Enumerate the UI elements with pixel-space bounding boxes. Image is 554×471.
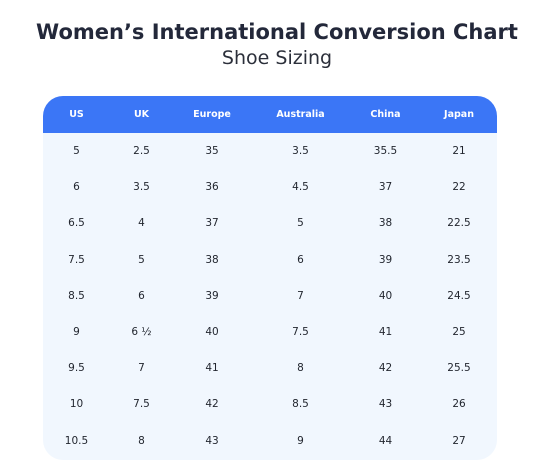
cell-uk: 7.5 [133,398,150,411]
cell-us: 6.5 [68,217,85,230]
cell-europe: 37 [205,217,219,230]
table-row: 5 2.5 35 3.5 35.5 21 [43,133,497,169]
cell-us: 7.5 [68,253,85,266]
cell-uk: 8 [138,434,145,447]
cell-us: 9 [73,326,80,339]
header-uk: UK [133,109,150,120]
cell-australia: 9 [297,434,304,447]
cell-china: 37 [378,181,393,194]
cell-us: 8.5 [68,289,85,302]
cell-japan: 22 [452,181,466,194]
table-row: 7.5 5 38 6 39 23.5 [43,242,497,278]
cell-australia: 4.5 [292,181,309,194]
cell-australia: 7.5 [292,326,309,339]
page-subtitle: Shoe Sizing [221,47,333,69]
cell-japan: 24.5 [447,289,471,302]
cell-europe: 38 [205,253,219,266]
cell-europe: 36 [205,181,219,194]
cell-china: 39 [378,253,393,266]
cell-australia: 8 [297,362,304,375]
table-row: 9 6 ½ 40 7.5 41 25 [43,314,497,350]
cell-us: 5 [73,145,80,158]
cell-uk: 2.5 [133,145,150,158]
header-us: US [69,109,84,120]
cell-uk: 6 [138,289,145,302]
cell-japan: 23.5 [447,253,471,266]
conversion-table: US UK Europe Australia China Japan 5 2.5… [43,96,497,460]
cell-us: 10 [69,398,84,411]
cell-australia: 7 [297,289,304,302]
header-japan: Japan [444,109,474,120]
cell-europe: 40 [205,326,219,339]
cell-china: 41 [378,326,393,339]
cell-uk: 6 ½ [131,326,152,339]
cell-japan: 26 [452,398,466,411]
cell-japan: 21 [452,145,466,158]
cell-uk: 7 [138,362,145,375]
table-row: 9.5 7 41 8 42 25.5 [43,350,497,386]
cell-china: 44 [378,434,393,447]
header-china: China [370,109,401,120]
header-europe: Europe [193,109,231,120]
table-row: 10.5 8 43 9 44 27 [43,423,497,459]
cell-japan: 25 [452,326,466,339]
cell-japan: 25.5 [447,362,471,375]
cell-japan: 22.5 [447,217,471,230]
cell-japan: 27 [452,434,466,447]
header-australia: Australia [276,109,325,120]
cell-china: 38 [378,217,393,230]
cell-china: 43 [378,398,393,411]
table-row: 10 7.5 42 8.5 43 26 [43,386,497,422]
cell-uk: 4 [138,217,145,230]
cell-europe: 42 [205,398,219,411]
cell-uk: 3.5 [133,181,150,194]
cell-australia: 6 [297,253,304,266]
cell-us: 9.5 [68,362,85,375]
table-row: 6.5 4 37 5 38 22.5 [43,205,497,241]
cell-europe: 41 [205,362,219,375]
table-row: 6 3.5 36 4.5 37 22 [43,169,497,205]
cell-china: 40 [378,289,393,302]
cell-australia: 5 [297,217,304,230]
cell-europe: 43 [205,434,219,447]
cell-australia: 3.5 [292,145,309,158]
table-row: 8.5 6 39 7 40 24.5 [43,278,497,314]
cell-australia: 8.5 [292,398,309,411]
cell-china: 35.5 [373,145,398,158]
cell-uk: 5 [138,253,145,266]
cell-europe: 35 [205,145,219,158]
cell-us: 10.5 [64,434,89,447]
cell-us: 6 [73,181,80,194]
cell-china: 42 [378,362,393,375]
table-body: 5 2.5 35 3.5 35.5 21 6 3.5 36 4.5 37 22 … [43,133,497,459]
cell-europe: 39 [205,289,219,302]
page-title: Women’s International Conversion Chart [36,20,518,44]
table-header-row: US UK Europe Australia China Japan [43,96,497,133]
